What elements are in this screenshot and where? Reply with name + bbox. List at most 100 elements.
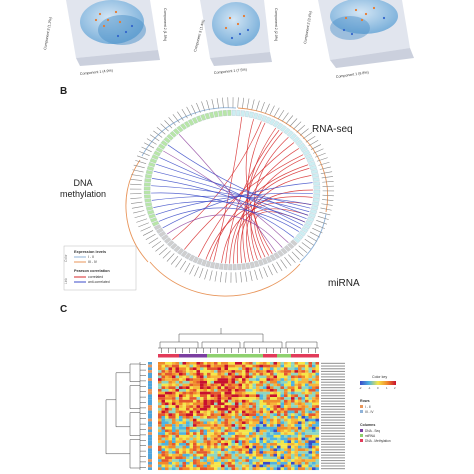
heatmap-cell [245, 372, 250, 376]
anti-correlated-link [153, 201, 306, 223]
heatmap-cell [182, 413, 187, 417]
heatmap-cell [238, 445, 243, 449]
circos-segment [286, 130, 294, 137]
heatmap-cell [277, 456, 281, 460]
heatmap-cell [179, 426, 183, 430]
heatmap-cell [308, 434, 313, 438]
heatmap-cell [242, 372, 246, 376]
heatmap-cell [263, 445, 267, 449]
heatmap-cell [249, 434, 253, 438]
heatmap-cell [186, 464, 190, 468]
heatmap-cell [270, 467, 274, 471]
heatmap-cell [200, 445, 204, 449]
heatmap-cell [228, 367, 232, 371]
heatmap-cell [179, 397, 183, 400]
heatmap-cell [235, 405, 239, 408]
heatmap-cell [210, 372, 215, 376]
circos-segment [292, 136, 300, 143]
heatmap-cell [270, 451, 274, 454]
heatmap-cell [308, 362, 313, 365]
heatmap-cell [291, 378, 295, 381]
row-label-placeholder [321, 438, 345, 440]
heatmap-cell [165, 364, 169, 368]
heatmap-cell [231, 437, 236, 441]
heatmap-cell [249, 448, 253, 452]
heatmap-cell [263, 429, 267, 433]
heatmap-cell [308, 391, 313, 395]
heatmap-cell [256, 418, 260, 422]
heatmap-cell [210, 389, 215, 392]
heatmap-cell [203, 426, 208, 430]
heatmap-cell [231, 389, 236, 392]
gene-label-tick [191, 104, 197, 115]
circos-segment [200, 114, 207, 121]
heatmap-cell [266, 461, 271, 465]
heatmap-cell [228, 453, 232, 457]
circos-segment [295, 233, 304, 240]
heatmap-cell [217, 405, 222, 408]
heatmap-cell [196, 416, 201, 419]
heatmap-cell [280, 451, 285, 454]
heatmap-cell [168, 418, 173, 422]
heatmap-cell [200, 416, 204, 419]
circos-segment [300, 146, 308, 153]
heatmap-cell [158, 437, 162, 441]
heatmap-cell [186, 407, 190, 411]
heatmap-cell [161, 451, 166, 454]
heatmap-cell [270, 459, 274, 462]
heatmap-cell [245, 399, 250, 403]
heatmap-cell [186, 416, 190, 419]
anti-correlated-link [151, 195, 312, 205]
heatmap-cell [179, 383, 183, 387]
heatmap-cell [193, 386, 197, 390]
dna-methylation-label: DNA methylation [60, 178, 106, 200]
heatmap-cell [217, 453, 222, 457]
anti-correlated-link [158, 207, 300, 232]
heatmap-cell [277, 372, 281, 376]
heatmap-cell [165, 418, 169, 422]
heatmap-cell [284, 378, 288, 381]
heatmap-cell [168, 405, 173, 408]
heatmap-cell [179, 434, 183, 438]
heatmap-cell [235, 380, 239, 384]
heatmap-cell [280, 399, 285, 403]
gene-label-tick [254, 269, 258, 280]
gene-label-tick [298, 245, 308, 254]
heatmap-cell [315, 416, 320, 419]
heatmap-cell [249, 413, 253, 417]
heatmap-cell [242, 418, 246, 422]
heatmap-cell [249, 389, 253, 392]
row-label-placeholder [321, 462, 345, 464]
heatmap-cell [221, 434, 225, 438]
row-annotation-cell [148, 389, 152, 392]
heatmap-cell [305, 372, 309, 376]
heatmap-cell [221, 402, 225, 406]
heatmap-cell [207, 402, 211, 406]
heatmap-cell [158, 405, 162, 408]
heatmap-cell [312, 397, 316, 400]
heatmap-cell [245, 416, 250, 419]
heatmap-cell [252, 383, 257, 387]
heatmap-cell [238, 372, 243, 376]
circos-segment [293, 236, 301, 244]
heatmap-cell [210, 448, 215, 452]
heatmap-cell [263, 421, 267, 425]
heatmap-cell [214, 464, 218, 468]
heatmap-cell [308, 402, 313, 406]
heatmap-cell [161, 362, 166, 365]
gene-label-tick [211, 98, 215, 110]
heatmap-cell [277, 402, 281, 406]
heatmap-cell [263, 397, 267, 400]
heatmap-cell [203, 416, 208, 419]
heatmap-cell [298, 386, 302, 390]
heatmap-cell [263, 443, 267, 446]
heatmap-cell [168, 432, 173, 435]
heatmap-cell [196, 418, 201, 422]
heatmap-cell [280, 407, 285, 411]
heatmap-cell [315, 443, 320, 446]
heatmap-cell [182, 416, 187, 419]
heatmap-cell [301, 410, 306, 414]
heatmap-cell [196, 389, 201, 392]
heatmap-cell [182, 434, 187, 438]
heatmap-cell [224, 459, 229, 462]
